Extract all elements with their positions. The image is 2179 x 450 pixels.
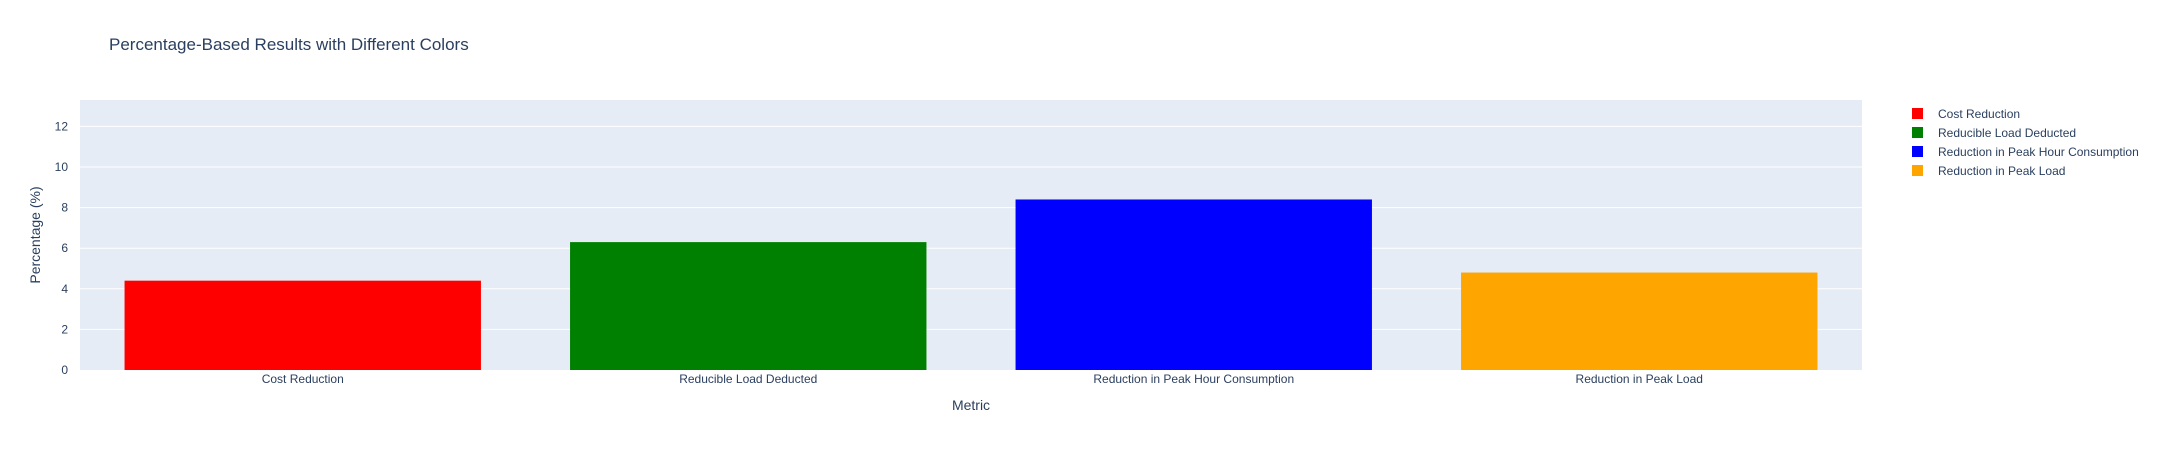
y-tick-label: 2 bbox=[61, 322, 68, 336]
x-tick-label: Reducible Load Deducted bbox=[679, 372, 817, 386]
legend-swatch bbox=[1912, 108, 1923, 119]
bars bbox=[124, 199, 1818, 370]
y-axis-title: Percentage (%) bbox=[27, 186, 43, 283]
legend-item[interactable]: Reduction in Peak Hour Consumption bbox=[1912, 145, 2139, 159]
y-tick-label: 0 bbox=[61, 363, 68, 377]
y-tick-label: 10 bbox=[55, 160, 69, 174]
x-tick-label: Cost Reduction bbox=[262, 372, 344, 386]
bar-cost-reduction[interactable] bbox=[124, 280, 481, 370]
legend: Cost Reduction Reducible Load Deducted Red… bbox=[1912, 107, 2139, 178]
x-axis-ticks: Cost Reduction Reducible Load Deducted Red… bbox=[262, 372, 1703, 386]
bar-reducible-load-deducted[interactable] bbox=[570, 242, 927, 370]
y-tick-label: 8 bbox=[61, 201, 68, 215]
y-tick-label: 12 bbox=[55, 119, 69, 133]
legend-label: Cost Reduction bbox=[1938, 107, 2020, 121]
legend-label: Reduction in Peak Hour Consumption bbox=[1938, 145, 2139, 159]
x-axis-title: Metric bbox=[952, 397, 990, 413]
legend-swatch bbox=[1912, 127, 1923, 138]
bar-reduction-in-peak-hour-consumption[interactable] bbox=[1015, 199, 1372, 370]
bar-reduction-in-peak-load[interactable] bbox=[1461, 272, 1818, 370]
y-axis-ticks: 0 2 4 6 8 10 12 bbox=[55, 119, 69, 377]
legend-item[interactable]: Reduction in Peak Load bbox=[1912, 164, 2065, 178]
legend-item[interactable]: Reducible Load Deducted bbox=[1912, 126, 2076, 140]
legend-item[interactable]: Cost Reduction bbox=[1912, 107, 2020, 121]
legend-swatch bbox=[1912, 146, 1923, 157]
y-tick-label: 4 bbox=[61, 282, 68, 296]
legend-label: Reducible Load Deducted bbox=[1938, 126, 2076, 140]
chart-title: Percentage-Based Results with Different … bbox=[109, 35, 469, 54]
x-tick-label: Reduction in Peak Load bbox=[1576, 372, 1703, 386]
legend-label: Reduction in Peak Load bbox=[1938, 164, 2065, 178]
legend-swatch bbox=[1912, 165, 1923, 176]
x-tick-label: Reduction in Peak Hour Consumption bbox=[1093, 372, 1294, 386]
y-tick-label: 6 bbox=[61, 241, 68, 255]
